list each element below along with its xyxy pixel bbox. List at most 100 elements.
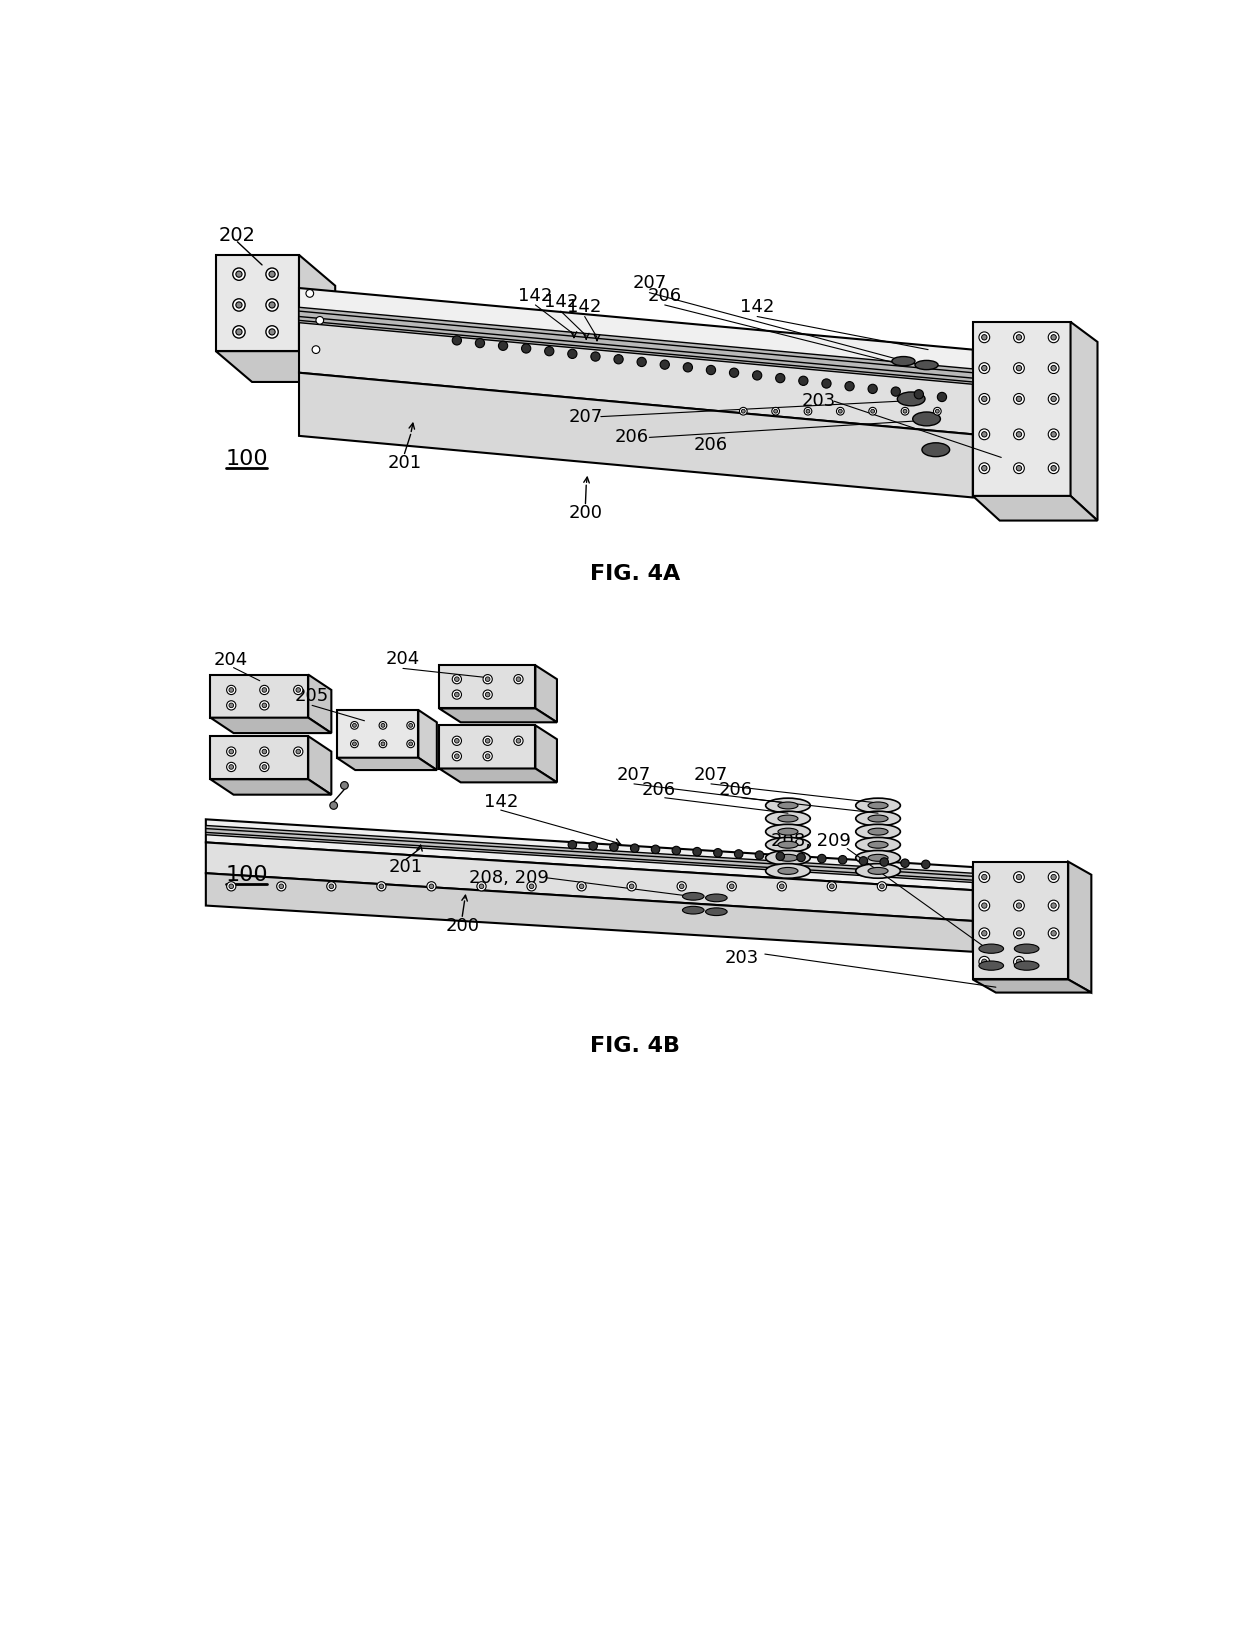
Circle shape [677, 882, 686, 891]
Polygon shape [439, 708, 557, 723]
Circle shape [1013, 332, 1024, 343]
Polygon shape [211, 736, 309, 779]
Circle shape [637, 357, 646, 366]
Circle shape [1048, 363, 1059, 373]
Circle shape [484, 736, 492, 746]
Circle shape [982, 930, 987, 937]
Ellipse shape [868, 815, 888, 822]
Circle shape [259, 702, 269, 710]
Circle shape [978, 394, 990, 404]
Circle shape [341, 782, 348, 789]
Ellipse shape [1014, 945, 1039, 953]
Ellipse shape [1014, 961, 1039, 971]
Text: 204: 204 [386, 651, 420, 669]
Circle shape [1017, 432, 1022, 437]
Circle shape [838, 856, 847, 864]
Circle shape [455, 692, 459, 697]
Circle shape [1017, 904, 1022, 909]
Circle shape [771, 407, 780, 416]
Circle shape [296, 688, 300, 692]
Circle shape [1048, 463, 1059, 473]
Circle shape [838, 409, 842, 412]
Circle shape [982, 960, 987, 964]
Ellipse shape [868, 854, 888, 861]
Ellipse shape [765, 851, 810, 866]
Text: 207: 207 [568, 407, 603, 426]
Text: FIG. 4B: FIG. 4B [590, 1037, 681, 1056]
Ellipse shape [868, 828, 888, 835]
Circle shape [1017, 396, 1022, 401]
Circle shape [827, 882, 837, 891]
Circle shape [614, 355, 624, 363]
Ellipse shape [868, 868, 888, 874]
Circle shape [427, 882, 436, 891]
Circle shape [1013, 394, 1024, 404]
Ellipse shape [777, 815, 799, 822]
Text: 207: 207 [694, 766, 728, 784]
Ellipse shape [706, 909, 727, 915]
Circle shape [804, 407, 812, 416]
Circle shape [1017, 960, 1022, 964]
Circle shape [312, 345, 320, 353]
Circle shape [729, 884, 734, 889]
Text: 206: 206 [647, 288, 682, 304]
Circle shape [1017, 874, 1022, 879]
Circle shape [729, 368, 739, 378]
Circle shape [484, 675, 492, 683]
Circle shape [1013, 928, 1024, 938]
Polygon shape [337, 710, 418, 757]
Ellipse shape [978, 945, 1003, 953]
Circle shape [484, 690, 492, 700]
Polygon shape [299, 307, 972, 384]
Circle shape [429, 884, 434, 889]
Circle shape [776, 373, 785, 383]
Circle shape [777, 882, 786, 891]
Circle shape [352, 723, 356, 728]
Polygon shape [216, 255, 299, 352]
Circle shape [630, 845, 639, 853]
Circle shape [352, 743, 356, 746]
Circle shape [844, 381, 854, 391]
Circle shape [516, 677, 521, 682]
Circle shape [453, 675, 461, 683]
Circle shape [870, 409, 874, 412]
Circle shape [233, 299, 246, 311]
Circle shape [262, 749, 267, 754]
Circle shape [269, 271, 275, 278]
Polygon shape [1068, 861, 1091, 992]
Circle shape [589, 841, 598, 849]
Circle shape [513, 736, 523, 746]
Circle shape [227, 685, 236, 695]
Circle shape [660, 360, 670, 370]
Ellipse shape [856, 838, 900, 853]
Circle shape [227, 748, 236, 756]
Circle shape [407, 721, 414, 729]
Circle shape [236, 302, 242, 307]
Text: 142: 142 [543, 292, 578, 311]
Circle shape [544, 347, 554, 357]
Circle shape [1013, 900, 1024, 910]
Polygon shape [309, 675, 331, 733]
Circle shape [568, 841, 577, 849]
Circle shape [830, 884, 835, 889]
Circle shape [1052, 465, 1056, 472]
Circle shape [522, 343, 531, 353]
Circle shape [978, 928, 990, 938]
Text: 206: 206 [615, 429, 649, 447]
Circle shape [229, 884, 233, 889]
Polygon shape [439, 725, 536, 769]
Text: 205: 205 [295, 687, 330, 705]
Ellipse shape [856, 851, 900, 866]
Circle shape [227, 702, 236, 710]
Circle shape [233, 268, 246, 281]
Circle shape [1052, 930, 1056, 937]
Ellipse shape [868, 802, 888, 808]
Polygon shape [972, 861, 1068, 979]
Ellipse shape [706, 894, 727, 902]
Circle shape [982, 432, 987, 437]
Polygon shape [206, 872, 972, 951]
Text: 203: 203 [801, 393, 836, 411]
Circle shape [892, 388, 900, 396]
Polygon shape [972, 979, 1091, 992]
Circle shape [407, 739, 414, 748]
